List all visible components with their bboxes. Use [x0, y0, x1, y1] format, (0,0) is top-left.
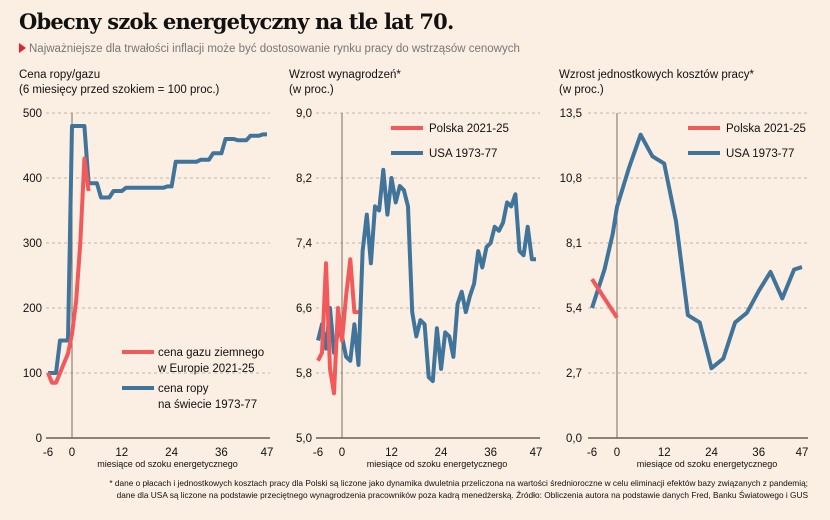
panel-1-title-line2: (6 miesięcy przed szokiem = 100 proc.) [19, 84, 220, 96]
red-triangle-icon [19, 43, 26, 53]
panel-1-series-red-line [46, 156, 91, 385]
panel-3-title-line1: Wzrost jednostkowych kosztów pracy* [559, 69, 754, 81]
chart-subtitle: Najważniejsze dla trwałości inflacji moż… [19, 43, 520, 55]
panel-1-ytick-label: 100 [23, 368, 42, 380]
footnote-line1: * dane o płacach i jednostkowych kosztac… [109, 478, 808, 488]
panel-2-xtick-label: 36 [484, 447, 497, 459]
footnote: * dane o płacach i jednostkowych kosztac… [8, 477, 808, 501]
panel-1-ytick-label: 500 [23, 108, 42, 120]
panel-1-xtick-label: 12 [115, 447, 128, 459]
chart-title: Obecny szok energetyczny na tle lat 70. [19, 9, 454, 34]
panel-3-legend-label: Polska 2021-25 [726, 123, 806, 135]
panel-3-xtick-label: 47 [796, 447, 809, 459]
panel-3-series-red-line [590, 278, 619, 319]
subtitle-text: Najważniejsze dla trwałości inflacji moż… [29, 43, 520, 55]
panel-2-ytick-label: 5,8 [296, 368, 312, 380]
panel-2-ytick-label: 9,0 [296, 108, 312, 120]
panel-1-xtick-label: 0 [69, 447, 75, 459]
panel-3-xtick-label: -6 [587, 447, 597, 459]
panel-2-xtick-label: -6 [313, 447, 323, 459]
panel-1-xtick-label: 24 [165, 447, 178, 459]
panel-1-title: Cena ropy/gazu (6 miesięcy przed szokiem… [19, 68, 219, 98]
panel-2-legend-label: USA 1973-77 [429, 148, 497, 160]
panel-1-xtick-label: 36 [215, 447, 228, 459]
panel-2-ytick-label: 8,2 [296, 173, 312, 185]
panel-1-ytick-label: 400 [23, 173, 42, 185]
panel-3-legend-label: USA 1973-77 [726, 148, 794, 160]
panel-2-ytick-label: 5,0 [296, 433, 312, 445]
panel-2-xaxis-title: miesiące od szoku energetycznego [367, 459, 508, 469]
panel-3-xtick-label: 36 [752, 447, 765, 459]
panel-2-ytick-label: 7,4 [296, 238, 313, 250]
panel-3-title-line2: (w proc.) [559, 84, 604, 96]
panel-1-ytick-label: 300 [23, 238, 42, 250]
panel-2-xtick-label: 24 [435, 447, 448, 459]
panel-1-legend-label: na świecie 1973-77 [158, 399, 257, 411]
panel-3-title: Wzrost jednostkowych kosztów pracy* (w p… [559, 68, 754, 98]
panel-2-legend-label: Polska 2021-25 [429, 123, 509, 135]
panel-2-xtick-label: 47 [530, 447, 543, 459]
panel-3-xtick-label: 12 [658, 447, 671, 459]
panel-1-xaxis-title: miesiące od szoku energetycznego [97, 459, 238, 469]
panel-3-xtick-label: 0 [614, 447, 620, 459]
panel-2-series-blue-line [316, 167, 536, 384]
panel-1-title-line1: Cena ropy/gazu [19, 69, 101, 81]
panel-2-title-line2: (w proc.) [289, 84, 334, 96]
panel-1-ytick-label: 0 [36, 433, 42, 445]
panel-3-ytick-label: 0,0 [566, 433, 582, 445]
panel-1-legend-label: w Europie 2021-25 [157, 363, 255, 375]
panel-3-series-blue-line [590, 132, 803, 371]
panel-3-xtick-label: 24 [705, 447, 718, 459]
panel-1-legend-label: cena gazu ziemnego [158, 347, 264, 359]
panel-3-ytick-label: 5,4 [566, 303, 583, 315]
panel-3-ytick-label: 2,7 [566, 368, 582, 380]
panel-3-ytick-label: 13,5 [560, 108, 582, 120]
panel-1-xtick-label: -6 [43, 447, 53, 459]
panel-3-ytick-label: 10,8 [560, 173, 582, 185]
panel-2-title: Wzrost wynagrodzeń* (w proc.) [289, 68, 401, 98]
panel-3-ytick-label: 8,1 [566, 238, 582, 250]
panel-2-xtick-label: 0 [339, 447, 345, 459]
panel-1-legend-label: cena ropy [158, 383, 209, 395]
panel-2-series-red-line [316, 257, 359, 396]
panel-1-xtick-label: 47 [261, 447, 274, 459]
panel-2-xtick-label: 12 [385, 447, 398, 459]
footnote-line2: dane dla USA są liczone na podstawie prz… [116, 490, 808, 500]
panel-3-xaxis-title: miesiące od szoku energetycznego [637, 459, 778, 469]
panel-1-series-blue-line [48, 124, 267, 375]
panel-2-title-line1: Wzrost wynagrodzeń* [289, 69, 401, 81]
panel-1-ytick-label: 200 [23, 303, 42, 315]
panel-2-ytick-label: 6,6 [296, 303, 312, 315]
